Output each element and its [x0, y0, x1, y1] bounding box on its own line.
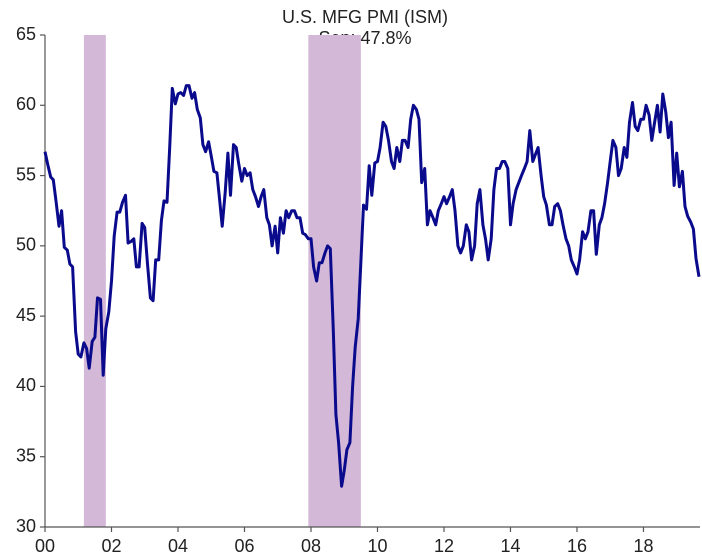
y-tick-label: 40 — [16, 375, 36, 395]
x-tick-label: 02 — [101, 536, 121, 556]
x-tick-label: 06 — [234, 536, 254, 556]
chart-title: U.S. MFG PMI (ISM) — [282, 7, 448, 27]
x-tick-label: 12 — [434, 536, 454, 556]
y-tick-label: 60 — [16, 94, 36, 114]
recession-band — [83, 35, 106, 527]
pmi-line — [43, 84, 701, 488]
y-tick-label: 45 — [16, 305, 36, 325]
y-tick-label: 35 — [16, 445, 36, 465]
y-tick-label: 30 — [16, 516, 36, 536]
x-tick-label: 10 — [367, 536, 387, 556]
y-tick-label: 65 — [16, 24, 36, 44]
x-tick-label: 18 — [633, 536, 653, 556]
y-tick-label: 55 — [16, 164, 36, 184]
x-tick-label: 00 — [35, 536, 55, 556]
x-tick-label: 08 — [301, 536, 321, 556]
x-tick-label: 04 — [168, 536, 188, 556]
x-tick-label: 16 — [567, 536, 587, 556]
y-tick-label: 50 — [16, 235, 36, 255]
x-tick-label: 14 — [500, 536, 520, 556]
